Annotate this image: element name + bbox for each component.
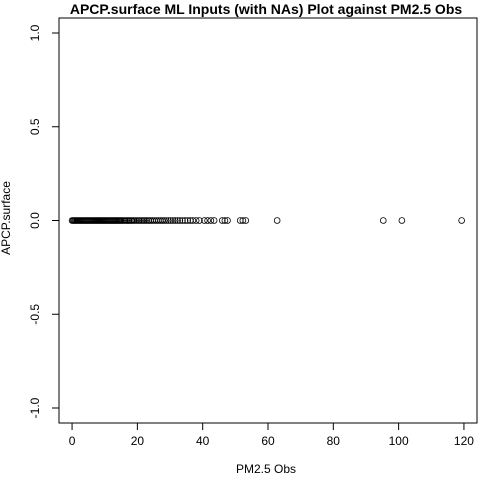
data-point	[174, 217, 181, 224]
data-point	[176, 217, 184, 224]
data-point	[167, 217, 174, 224]
y-tick-label: 1.0	[28, 24, 42, 41]
y-tick-label: 0.0	[28, 212, 42, 229]
y-tick-label: -0.5	[28, 304, 42, 325]
data-point	[184, 217, 191, 224]
data-point	[135, 217, 143, 224]
x-axis-label: PM2.5 Obs	[236, 462, 296, 476]
y-axis: -1.0 -0.5 0.0 0.5 1.0	[28, 24, 59, 418]
x-tick-label: 0	[69, 434, 76, 448]
data-point	[137, 217, 144, 224]
data-point	[218, 217, 226, 224]
x-tick-label: 60	[261, 434, 275, 448]
data-point	[160, 217, 168, 224]
data-point	[204, 217, 211, 224]
y-tick-label: -1.0	[28, 397, 42, 418]
data-point	[273, 217, 281, 224]
data-point	[158, 217, 166, 224]
data-point	[224, 217, 231, 224]
data-point	[181, 217, 189, 224]
data-point	[196, 217, 203, 224]
x-tick-label: 20	[131, 434, 145, 448]
data-point	[201, 217, 208, 224]
data-point	[242, 217, 250, 224]
chart-title: APCP.surface ML Inputs (with NAs) Plot a…	[70, 1, 463, 17]
data-point	[207, 217, 215, 224]
data-point	[379, 217, 387, 224]
data-point	[142, 217, 149, 224]
y-axis-label: APCP.surface	[0, 181, 13, 255]
x-tick-label: 120	[454, 434, 474, 448]
x-tick-label: 40	[196, 434, 210, 448]
data-point	[239, 217, 247, 224]
x-axis: 0 20 40 60 80 100 120	[69, 423, 474, 448]
data-point	[134, 217, 141, 224]
data-point	[192, 217, 200, 224]
data-point	[210, 217, 218, 224]
data-point	[221, 217, 229, 224]
x-tick-label: 100	[389, 434, 409, 448]
data-point	[189, 217, 197, 224]
data-point	[130, 217, 138, 224]
data-point	[140, 217, 148, 224]
data-point	[143, 217, 151, 224]
data-point	[171, 217, 179, 224]
data-point	[162, 217, 170, 224]
x-tick-label: 80	[327, 434, 341, 448]
y-tick-label: 0.5	[28, 118, 42, 135]
data-point	[458, 217, 465, 224]
data-points	[68, 217, 465, 224]
data-point	[132, 217, 140, 224]
data-point	[165, 217, 172, 224]
data-point	[138, 217, 146, 224]
data-point	[169, 217, 177, 224]
data-point	[179, 217, 186, 224]
data-point	[398, 217, 406, 224]
